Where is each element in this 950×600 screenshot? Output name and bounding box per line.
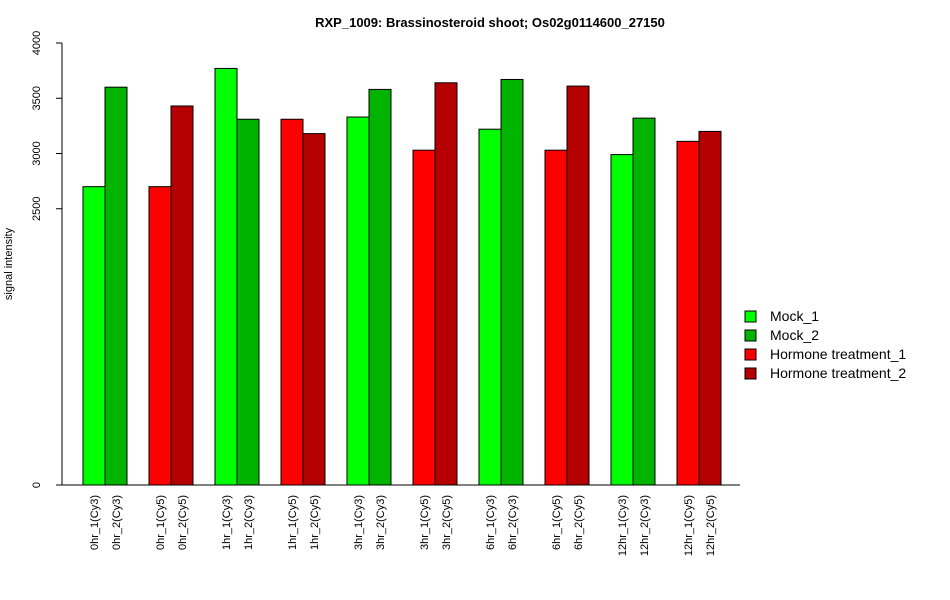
x-tick-label: 6hr_2(Cy3) [507,495,519,550]
bar [148,186,172,486]
bar [698,130,722,486]
bar [478,128,502,486]
bar [676,140,700,486]
x-tick-label: 0hr_2(Cy3) [111,495,123,550]
bars-group [82,67,722,486]
x-tick-label: 3hr_2(Cy5) [441,495,453,550]
x-tick-label: 12hr_1(Cy5) [683,495,695,556]
legend-label: Hormone treatment_2 [770,365,906,381]
x-tick-label: 3hr_1(Cy5) [419,495,431,550]
chart-title: RXP_1009: Brassinosteroid shoot; Os02g01… [315,15,665,30]
x-tick-label: 1hr_1(Cy3) [221,495,233,550]
legend-swatch [744,367,757,380]
bar [610,154,634,486]
x-tick-label: 6hr_1(Cy3) [485,495,497,550]
x-tick-label: 0hr_2(Cy5) [177,495,189,550]
bar [346,116,370,486]
bar [368,88,392,486]
x-tick-label: 0hr_1(Cy5) [155,495,167,550]
x-tick-label: 12hr_2(Cy3) [639,495,651,556]
x-tick-label: 1hr_2(Cy3) [243,495,255,550]
y-axis-label: signal intensity [3,227,15,300]
legend-swatch [744,329,757,342]
y-tick-label: 3000 [31,141,43,165]
x-tick-label: 0hr_1(Cy3) [89,495,101,550]
bar [632,117,656,486]
legend-label: Mock_1 [770,308,819,324]
legend: Mock_1 Mock_2 Hormone treatment_1 Hormone t… [744,308,906,381]
x-tick-label: 3hr_1(Cy3) [353,495,365,550]
x-tick-label: 12hr_2(Cy5) [705,495,717,556]
bar [214,67,238,486]
y-tick-label: 2500 [31,197,43,221]
y-tick-label: 0 [31,482,43,488]
bar [82,186,106,486]
y-tick-label: 4000 [31,31,43,55]
bar [170,105,194,486]
x-tick-label: 6hr_2(Cy5) [573,495,585,550]
x-tick-label: 6hr_1(Cy5) [551,495,563,550]
legend-swatch [744,348,757,361]
x-tick-label: 1hr_1(Cy5) [287,495,299,550]
bar [412,149,436,486]
bar [104,86,128,486]
x-tick-labels: 0hr_1(Cy3) 0hr_2(Cy3) 0hr_1(Cy5) 0hr_2(Cy5)… [89,495,717,556]
legend-swatch [744,310,757,323]
bar [500,78,524,486]
x-tick-label: 1hr_2(Cy5) [309,495,321,550]
x-tick-label: 12hr_1(Cy3) [617,495,629,556]
bar [544,149,568,486]
legend-label: Hormone treatment_1 [770,346,906,362]
bar [434,82,458,486]
x-tick-label: 3hr_2(Cy3) [375,495,387,550]
legend-label: Mock_2 [770,327,819,343]
y-axis: 0 2500 3000 3500 4000 [31,31,63,488]
bar [280,118,304,486]
bar [566,85,590,486]
y-tick-label: 3500 [31,86,43,110]
bar [236,118,260,486]
bar [302,133,326,486]
